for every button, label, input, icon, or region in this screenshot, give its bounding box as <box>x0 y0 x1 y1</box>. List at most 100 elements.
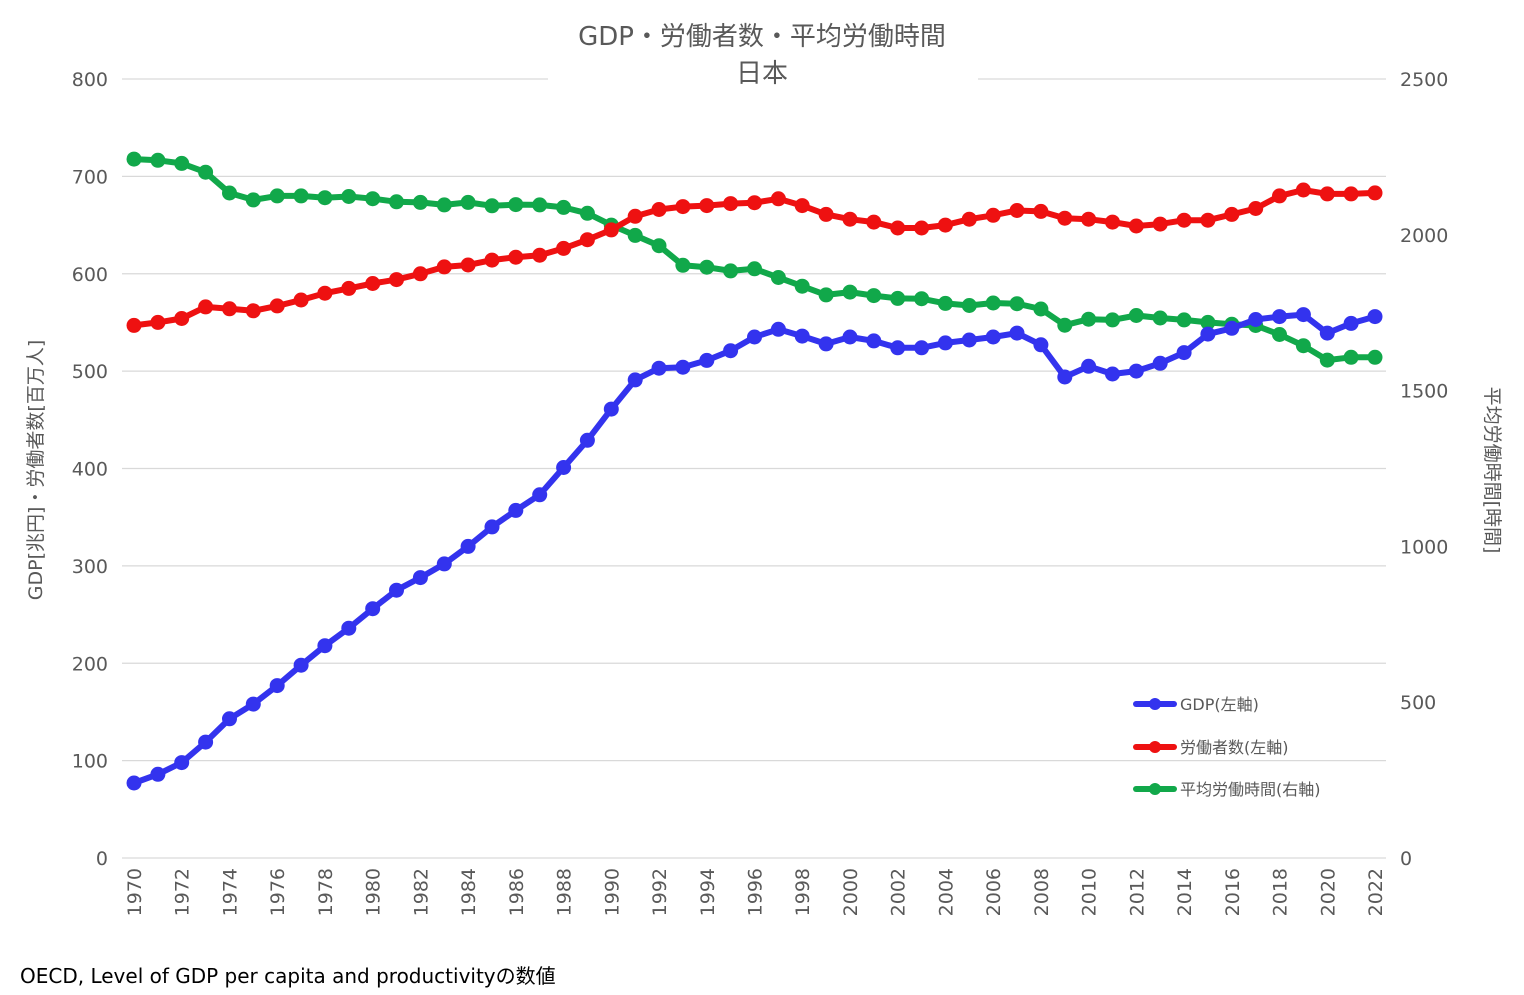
data-point <box>460 194 476 210</box>
data-point <box>866 214 882 230</box>
data-point <box>436 259 452 275</box>
legend: GDP(左軸) 労働者数(左軸) 平均労働時間(右軸) <box>1133 695 1321 799</box>
data-point <box>1152 310 1168 326</box>
left-axis-ticks: 0 100 200 300 400 500 600 700 800 <box>72 69 108 870</box>
data-point <box>1200 314 1216 330</box>
data-point <box>1295 307 1311 323</box>
x-tick-label: 2010 <box>1079 868 1101 916</box>
data-point <box>412 266 428 282</box>
series-layer <box>126 151 1383 791</box>
chart-subtitle: 日本 <box>736 59 788 89</box>
legend-swatch-marker <box>1149 783 1161 795</box>
data-point <box>914 291 930 307</box>
title-backdrop <box>548 55 978 105</box>
data-point <box>317 638 333 654</box>
right-tick-label: 2500 <box>1400 69 1448 91</box>
x-tick-label: 1978 <box>315 868 337 916</box>
data-point <box>174 755 190 771</box>
data-point <box>1319 186 1335 202</box>
data-point <box>1152 216 1168 232</box>
data-point <box>794 198 810 214</box>
data-point <box>937 335 953 351</box>
data-point <box>245 696 261 712</box>
chart-title: GDP・労働者数・平均労働時間 <box>578 22 946 52</box>
data-point <box>985 329 1001 345</box>
data-point <box>1367 309 1383 325</box>
data-point <box>1033 301 1049 317</box>
left-tick-label: 300 <box>72 556 108 578</box>
data-point <box>603 401 619 417</box>
x-tick-label: 2016 <box>1222 868 1244 916</box>
left-tick-label: 700 <box>72 166 108 188</box>
data-point <box>914 220 930 236</box>
data-point <box>484 198 500 214</box>
data-point <box>818 206 834 222</box>
data-point <box>699 198 715 214</box>
data-point <box>937 217 953 233</box>
data-point <box>389 194 404 210</box>
data-point <box>770 321 786 337</box>
data-point <box>675 359 691 375</box>
data-point <box>1272 327 1287 342</box>
data-point <box>460 538 476 554</box>
data-point <box>1200 326 1216 342</box>
data-point <box>293 292 309 308</box>
right-axis-ticks: 0 500 1000 1500 2000 2500 <box>1400 69 1448 870</box>
left-tick-label: 400 <box>72 459 108 481</box>
right-tick-label: 1000 <box>1400 536 1448 558</box>
data-point <box>222 711 237 727</box>
x-tick-label: 1998 <box>792 868 814 916</box>
data-point <box>1033 203 1049 219</box>
data-point <box>747 261 762 277</box>
data-point <box>961 211 977 227</box>
x-tick-label: 2022 <box>1365 868 1387 916</box>
data-point <box>126 775 142 791</box>
data-point <box>794 328 810 344</box>
data-point <box>1176 345 1192 361</box>
data-point <box>245 192 261 208</box>
left-tick-label: 600 <box>72 264 108 286</box>
data-point <box>1272 188 1287 204</box>
data-point <box>770 270 786 285</box>
data-point <box>436 556 452 572</box>
source-note: OECD, Level of GDP per capita and produc… <box>20 964 556 988</box>
data-point <box>1057 210 1073 226</box>
data-point <box>914 340 930 356</box>
x-tick-label: 2006 <box>983 868 1005 916</box>
data-point <box>627 372 643 388</box>
data-point <box>556 240 572 256</box>
data-point <box>222 185 237 201</box>
data-point <box>1295 338 1311 354</box>
left-tick-label: 0 <box>96 848 108 870</box>
data-point <box>317 285 333 301</box>
x-tick-label: 2018 <box>1270 868 1292 916</box>
series-line <box>131 187 1378 329</box>
data-point <box>1128 363 1144 379</box>
data-point <box>317 190 333 206</box>
x-tick-label: 2020 <box>1317 868 1339 916</box>
data-point <box>365 191 381 207</box>
data-point <box>389 582 404 598</box>
data-point <box>174 311 190 326</box>
data-point <box>723 196 739 212</box>
data-point <box>627 227 643 243</box>
left-axis-title: GDP[兆円]・労働者数[百万人] <box>25 340 47 600</box>
data-point <box>1224 206 1240 222</box>
data-point <box>1057 369 1073 385</box>
data-point <box>1295 182 1311 198</box>
data-point <box>1009 203 1025 218</box>
data-point <box>1343 349 1359 365</box>
x-tick-label: 2008 <box>1031 868 1053 916</box>
data-point <box>985 207 1001 223</box>
data-point <box>1105 214 1120 230</box>
data-point <box>412 570 428 586</box>
data-point <box>842 211 858 227</box>
data-point <box>532 487 548 503</box>
data-point <box>460 257 476 273</box>
x-axis-ticks: 1970 1972 1974 1976 1978 1980 1982 1984 1986 1988… <box>124 868 1387 916</box>
data-point <box>508 197 524 213</box>
data-point <box>269 678 285 694</box>
legend-label: 労働者数(左軸) <box>1180 738 1289 757</box>
data-point <box>937 295 953 311</box>
data-point <box>699 352 715 368</box>
